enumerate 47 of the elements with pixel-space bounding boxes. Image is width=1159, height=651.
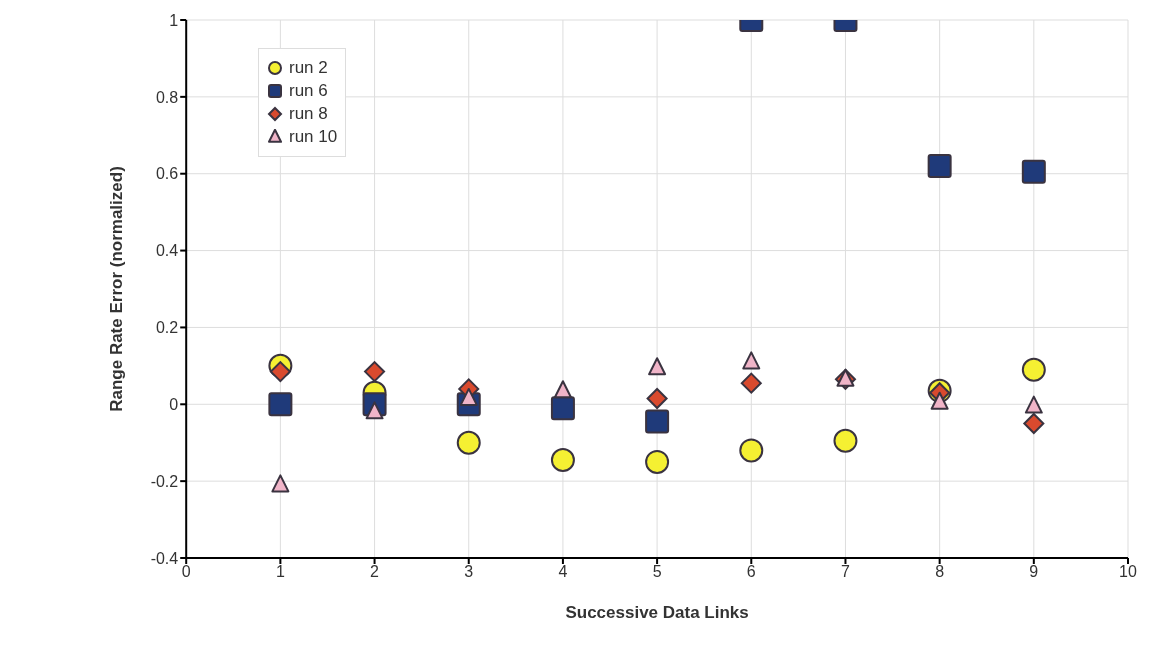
point [550,396,575,421]
point [268,392,293,417]
point [645,409,670,434]
legend-label: run 8 [289,104,328,124]
point [930,391,949,410]
x-tick-label: 9 [1029,563,1039,581]
point [833,428,858,453]
y-tick-label: 0.4 [155,242,179,260]
point [927,154,952,179]
legend-label: run 10 [289,127,338,147]
x-axis-title: Successive Data Links [565,603,749,622]
x-tick-label: 4 [558,563,568,581]
x-tick-label: 0 [181,563,191,581]
x-tick-label: 8 [935,563,945,581]
point [645,449,670,474]
point [739,438,764,463]
point [1021,159,1046,184]
point [364,361,386,383]
y-tick-label: -0.2 [150,472,179,490]
legend-label: run 2 [289,58,328,78]
x-tick-label: 10 [1119,563,1137,581]
x-tick-label: 3 [464,563,474,581]
point [648,357,667,376]
point [456,430,481,455]
point [550,448,575,473]
y-axis-title: Range Rate Error (normalized) [107,166,127,412]
point [646,388,668,410]
y-tick-label: 0.8 [155,88,179,106]
y-tick-label: -0.4 [150,549,179,567]
point [742,351,761,370]
y-tick-label: 0.2 [155,319,179,337]
point [269,361,291,383]
point [271,474,290,493]
legend-label: run 6 [289,81,328,101]
point [553,380,572,399]
x-tick-label: 5 [652,563,662,581]
y-tick-label: 0 [169,395,179,413]
x-tick-label: 7 [841,563,851,581]
point [1024,395,1043,414]
y-tick-label: 1 [169,11,179,29]
x-tick-label: 6 [746,563,756,581]
point [1021,357,1046,382]
x-tick-label: 1 [275,563,285,581]
point [740,372,762,394]
y-tick-label: 0.6 [155,165,179,183]
point [1023,413,1045,434]
x-tick-label: 2 [370,563,380,581]
